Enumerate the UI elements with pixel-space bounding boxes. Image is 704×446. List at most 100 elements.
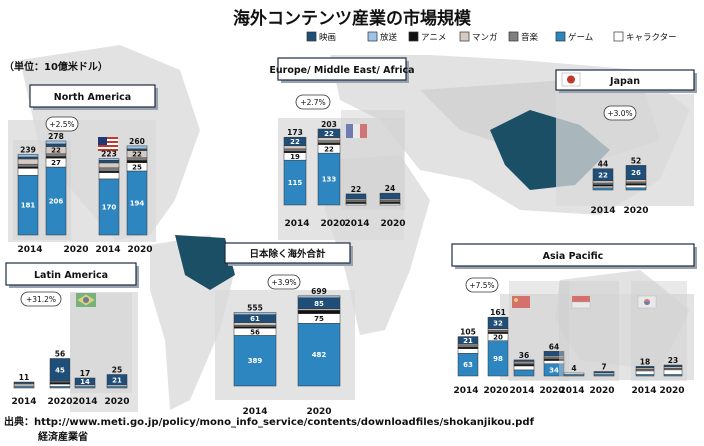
segment-value: 389 — [248, 357, 263, 365]
bar-total: 56 — [55, 350, 65, 359]
flag-stripe — [98, 145, 118, 147]
segment-value: 181 — [21, 202, 36, 210]
bar-segment-film — [457, 336, 479, 345]
bar-segment-film — [17, 156, 39, 160]
bar-total: 173 — [287, 128, 303, 137]
chart-title: 海外コンテンツ産業の市場規模 — [233, 8, 472, 29]
bar-segment-film — [543, 351, 565, 357]
bar-total: 7 — [601, 363, 606, 372]
bar-total: 18 — [640, 357, 650, 366]
bar-segment-film — [13, 381, 35, 384]
legend-swatch-manga — [459, 31, 470, 42]
bar-segment-game — [513, 369, 535, 377]
title-box — [555, 69, 695, 91]
segment-value: 14 — [80, 378, 90, 386]
panel-background — [70, 292, 138, 412]
title-box — [451, 243, 695, 267]
year-label: 2020 — [589, 386, 614, 396]
segment-value: 22 — [51, 147, 61, 155]
flag-cn-icon — [512, 296, 530, 308]
bar-segment-game — [297, 323, 341, 387]
year-label: 2014 — [590, 206, 615, 216]
panel-title: 日本除く海外合計 — [249, 248, 326, 260]
year-label: 2020 — [306, 407, 331, 417]
bar-total: 44 — [598, 160, 608, 169]
year-label: 2014 — [242, 407, 267, 417]
legend-label-film: 映画 — [319, 32, 336, 43]
bar-segment-character — [513, 365, 535, 371]
year-label: 2020 — [483, 386, 508, 396]
subchart-2: 4 7 2014 2020 — [559, 281, 619, 396]
segment-value: 56 — [250, 328, 260, 336]
segment-value: 63 — [463, 361, 473, 369]
segment-value: 75 — [314, 315, 324, 323]
flag-star — [514, 298, 518, 302]
legend-label-broadcast: 放送 — [380, 32, 398, 43]
segment-value: 26 — [631, 169, 641, 177]
legend-label-manga: マンガ — [472, 32, 498, 43]
bar-segment-music — [317, 140, 341, 144]
subchart-0: 389 56 61 555 482 75 85 699 2014 2020 — [233, 287, 341, 417]
growth-badge-label: +3.0% — [607, 109, 632, 118]
subchart-1: 36 34 64 2014 2020 — [509, 281, 569, 396]
year-label: 2014 — [344, 219, 369, 229]
bar-2020: 34 64 — [543, 342, 565, 377]
panel-title: North America — [54, 92, 131, 103]
year-label: 2014 — [17, 245, 42, 255]
bar-2014: 22 — [345, 185, 367, 206]
bar-segment-film — [379, 192, 401, 200]
legend-label-character: キャラクター — [626, 33, 677, 43]
year-label: 2014 — [284, 219, 309, 229]
bar-segment-broadcast — [126, 145, 148, 150]
bar-segment-broadcast — [233, 312, 277, 315]
bar-2020: 24 — [379, 184, 401, 206]
segment-value: 115 — [288, 179, 303, 187]
segment-value: 482 — [312, 351, 327, 359]
bar-segment-music — [283, 148, 307, 152]
flag-stripe — [98, 143, 118, 145]
year-label: 2014 — [509, 386, 534, 396]
bar-segment-manga — [592, 180, 614, 184]
bar-segment-music — [17, 163, 39, 168]
segment-value: 22 — [132, 151, 142, 159]
year-label: 2014 — [11, 397, 36, 407]
segment-value: 32 — [493, 319, 503, 327]
subchart-1: 170 223 194 25 22 260 2014 2020 — [95, 137, 152, 255]
source: 出典： http://www.meti.go.jp/policy/mono_in… — [4, 415, 535, 443]
bar-total: 555 — [247, 304, 263, 313]
bar-2020: 206 27 22 278 — [45, 132, 67, 236]
bar-segment-character — [49, 383, 71, 387]
bar-segment-game — [233, 335, 277, 387]
bar-total: 25 — [112, 366, 122, 375]
legend-swatch-music — [508, 31, 519, 42]
flag-br-icon — [76, 293, 96, 307]
bar-2014: 11 — [13, 373, 35, 389]
bar-segment-broadcast — [297, 295, 341, 299]
subchart-1: 22 24 2014 2020 — [341, 110, 406, 229]
bar-2014: 4 — [563, 364, 585, 377]
bar-2020: 26 52 — [625, 156, 647, 191]
segment-value: 22 — [598, 171, 608, 179]
segment-value: 133 — [322, 176, 337, 184]
panel-title: Europe/ Middle East/ Africa — [269, 65, 414, 76]
bar-segment-film — [592, 168, 614, 182]
legend-swatch-film — [306, 31, 317, 42]
bar-segment-anime — [297, 310, 341, 314]
unit-label: （単位：10億米ドル） — [4, 60, 108, 73]
bar-segment-film — [49, 358, 71, 382]
growth-badge-label: +2.7% — [300, 98, 325, 107]
flag-band — [353, 124, 360, 138]
bar-segment-manga — [625, 179, 647, 183]
growth-badge-label: +31.2% — [26, 295, 56, 304]
source-org: 経済産業省 — [38, 430, 88, 443]
subchart-0: 181 239 206 27 22 278 2014 2020 — [13, 132, 89, 255]
bar-total: 52 — [631, 156, 641, 165]
